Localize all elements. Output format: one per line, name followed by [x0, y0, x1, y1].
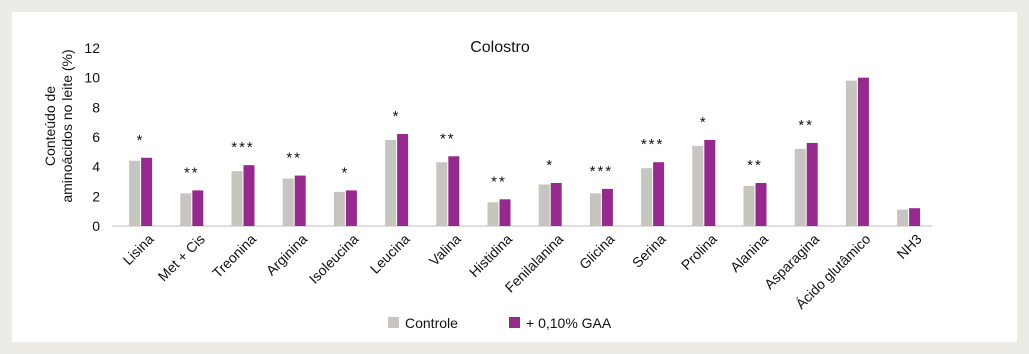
x-tick-label: Treonina [209, 231, 259, 281]
significance-marker: * [393, 108, 401, 125]
bar-gaa [345, 190, 357, 226]
significance-marker: ** [798, 117, 814, 134]
bar-gaa [704, 139, 716, 226]
significance-marker: ** [491, 173, 507, 190]
x-tick-label: Isoleucina [306, 231, 362, 287]
x-tick-label: Lisina [120, 231, 157, 268]
x-tick-label: Leucina [367, 231, 413, 277]
x-tick-label: Glicina [576, 231, 618, 273]
bar-controle [538, 184, 550, 226]
bar-chart: Colostro Conteúdo de aminoácidos no leit… [42, 39, 932, 331]
bar-gaa [909, 208, 921, 226]
x-tick-label: NH3 [894, 231, 925, 262]
x-tick-label: Met + Cis [155, 231, 208, 284]
legend-label: Controle [405, 315, 458, 331]
x-tick-label: Arginina [263, 231, 311, 279]
x-tick-label: Serina [629, 231, 669, 271]
bar-gaa [448, 156, 460, 226]
bar-gaa [601, 188, 613, 226]
chart-panel: Colostro Conteúdo de aminoácidos no leit… [12, 12, 1017, 342]
bar-controle [333, 191, 345, 226]
bar-gaa [397, 134, 409, 226]
bar-controle [231, 171, 243, 226]
significance-marker: ** [184, 164, 200, 181]
bar-gaa [499, 199, 511, 226]
bar-controle [282, 178, 294, 226]
bar-controle [743, 185, 755, 226]
y-tick-label: 0 [92, 218, 100, 234]
x-tick-label: Valina [426, 231, 464, 269]
bar-gaa [294, 175, 306, 226]
y-axis-label-line1: Conteúdo de [42, 86, 58, 166]
legend-swatch [388, 317, 399, 328]
bar-gaa [192, 190, 204, 226]
significance-marker: ** [440, 130, 456, 147]
significance-marker: * [341, 164, 349, 181]
x-tick-label: Histidina [466, 231, 515, 280]
legend-label: + 0,10% GAA [526, 315, 612, 331]
bar-controle [129, 160, 141, 226]
chart-title: Colostro [470, 39, 530, 56]
x-tick-label: Prolina [678, 231, 720, 273]
significance-marker: * [700, 114, 708, 131]
bar-gaa [755, 182, 767, 226]
bar-controle [589, 193, 601, 226]
y-tick-label: 2 [92, 188, 100, 204]
bar-gaa [857, 77, 869, 227]
y-tick-label: 10 [84, 70, 100, 86]
bar-gaa [141, 157, 153, 226]
significance-marker: * [137, 132, 145, 149]
legend: Controle + 0,10% GAA [388, 315, 612, 331]
bar-controle [794, 148, 806, 226]
y-tick-label: 6 [92, 129, 100, 145]
bar-controle [641, 168, 653, 226]
y-tick-label: 4 [92, 159, 100, 175]
significance-marker: * [546, 157, 554, 174]
bar-controle [180, 193, 192, 226]
bar-gaa [550, 182, 562, 226]
bar-controle [487, 202, 499, 226]
significance-marker: *** [590, 163, 614, 180]
y-axis-label-line2: aminoácidos no leite (%) [59, 49, 75, 202]
significance-marker: ** [286, 150, 302, 167]
y-tick-label: 12 [84, 40, 100, 56]
significance-marker: *** [231, 139, 255, 156]
significance-marker: ** [747, 157, 763, 174]
bar-controle [436, 162, 448, 226]
x-tick-label: Alanina [727, 231, 771, 275]
bar-controle [692, 145, 704, 226]
bar-controle [897, 209, 909, 226]
significance-marker: *** [641, 136, 665, 153]
y-tick-label: 8 [92, 99, 100, 115]
legend-swatch [509, 317, 520, 328]
bar-gaa [243, 165, 255, 226]
bar-controle [845, 80, 857, 226]
bar-gaa [806, 142, 818, 226]
bar-controle [385, 139, 397, 226]
bar-gaa [653, 162, 665, 226]
